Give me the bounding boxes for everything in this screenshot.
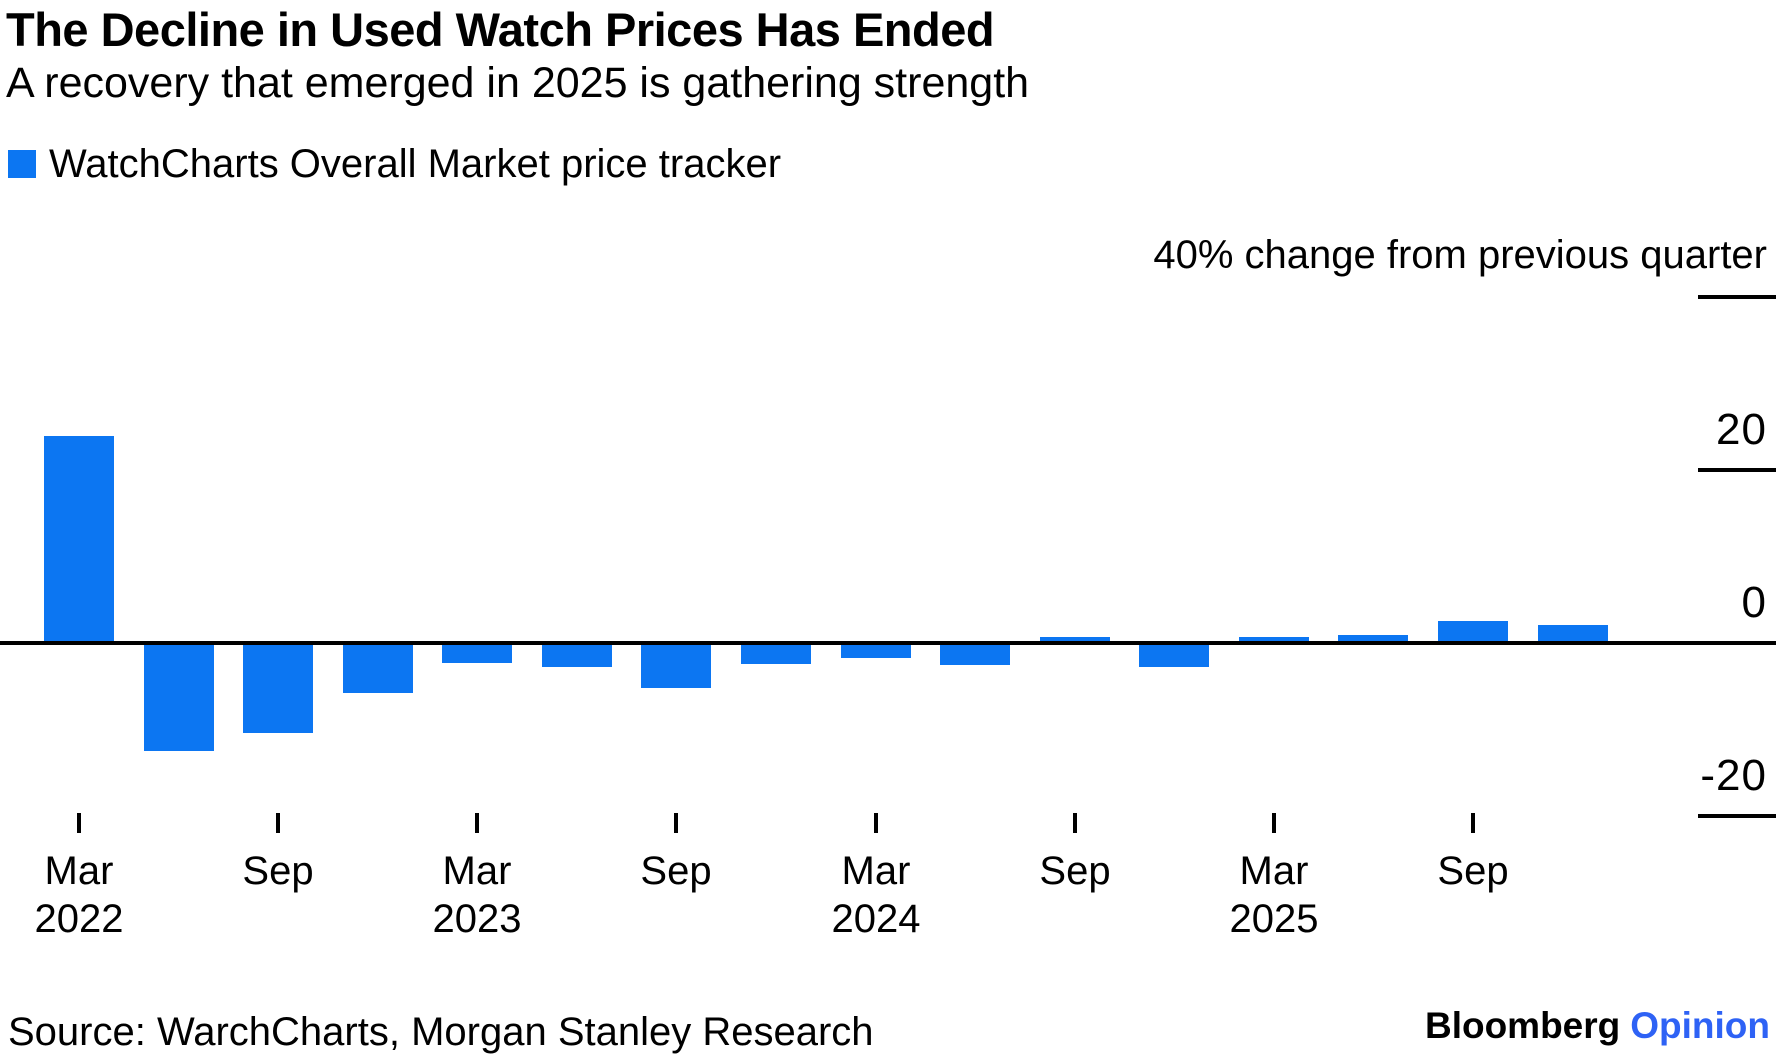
x-label-month: Sep	[242, 849, 314, 893]
source-note: Source: WarchCharts, Morgan Stanley Rese…	[8, 1010, 874, 1054]
bar-sep-2024	[1040, 637, 1110, 641]
y-tick-label--20: -20	[1700, 751, 1767, 800]
x-label-month: Mar	[44, 849, 114, 893]
x-tick-mar2025	[1272, 813, 1276, 833]
x-tick-sep	[1073, 813, 1077, 833]
x-label-year: 2024	[831, 897, 921, 941]
bar-mar-2022	[44, 436, 114, 641]
x-tick-mar2024	[874, 813, 878, 833]
x-label-month: Mar	[841, 849, 911, 893]
x-label-month: Mar	[442, 849, 512, 893]
x-label-year: 2022	[34, 897, 124, 941]
y-tick-dash-20	[1698, 468, 1776, 472]
brand-logo: Bloomberg Opinion	[1425, 1007, 1770, 1044]
y-tick-dash--20	[1698, 814, 1776, 818]
bar-sep-2022	[243, 645, 313, 733]
legend-label: WatchCharts Overall Market price tracker	[49, 142, 782, 186]
bar-dec-2023	[741, 645, 811, 664]
x-label-month: Mar	[1239, 849, 1309, 893]
x-tick-mar2022	[77, 813, 81, 833]
brand-opinion: Opinion	[1630, 1005, 1770, 1046]
chart-title: The Decline in Used Watch Prices Has End…	[6, 3, 995, 56]
bar-jun-2022	[144, 645, 214, 751]
y-tick-dash-40	[1698, 295, 1776, 299]
chart-subtitle: A recovery that emerged in 2025 is gathe…	[6, 59, 1030, 107]
bar-mar-2024	[841, 645, 911, 658]
brand-bloomberg: Bloomberg	[1424, 1005, 1621, 1046]
bar-dec-2022	[343, 645, 413, 693]
x-label-month: Sep	[1039, 849, 1111, 893]
bar-jun-2024	[940, 645, 1010, 665]
x-label-month: Sep	[1437, 849, 1509, 893]
zero-baseline	[0, 641, 1776, 645]
bar-sep-2025	[1438, 621, 1508, 641]
legend-swatch-icon	[8, 150, 36, 178]
bar-dec-2024	[1139, 645, 1209, 667]
x-tick-sep	[674, 813, 678, 833]
x-label-month: Sep	[640, 849, 712, 893]
bar-dec-2025	[1538, 625, 1608, 641]
x-tick-sep	[1471, 813, 1475, 833]
bar-jun-2023	[542, 645, 612, 667]
x-tick-sep	[276, 813, 280, 833]
legend: WatchCharts Overall Market price tracker	[8, 142, 782, 186]
bar-mar-2023	[442, 645, 512, 663]
bar-mar-2025	[1239, 637, 1309, 641]
bar-jun-2025	[1338, 635, 1408, 641]
bar-sep-2023	[641, 645, 711, 688]
x-label-year: 2025	[1229, 897, 1319, 941]
x-tick-mar2023	[475, 813, 479, 833]
y-axis-caption: 40% change from previous quarter	[1153, 233, 1767, 277]
y-tick-label-0: 0	[1741, 578, 1767, 627]
x-label-year: 2023	[432, 897, 522, 941]
y-tick-label-20: 20	[1716, 405, 1767, 454]
